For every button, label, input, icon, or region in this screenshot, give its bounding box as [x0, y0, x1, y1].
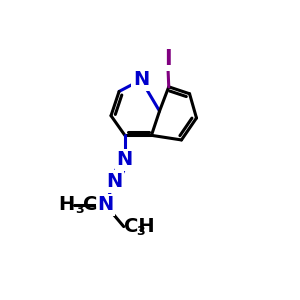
Text: 3: 3	[136, 225, 145, 238]
Text: C: C	[83, 195, 98, 214]
Text: 3: 3	[75, 203, 84, 216]
Text: N: N	[117, 150, 133, 169]
Text: I: I	[164, 49, 171, 69]
Text: N: N	[106, 172, 123, 191]
Text: CH: CH	[124, 217, 154, 236]
Text: H: H	[58, 195, 74, 214]
Text: N: N	[97, 195, 113, 214]
Text: N: N	[133, 70, 149, 89]
